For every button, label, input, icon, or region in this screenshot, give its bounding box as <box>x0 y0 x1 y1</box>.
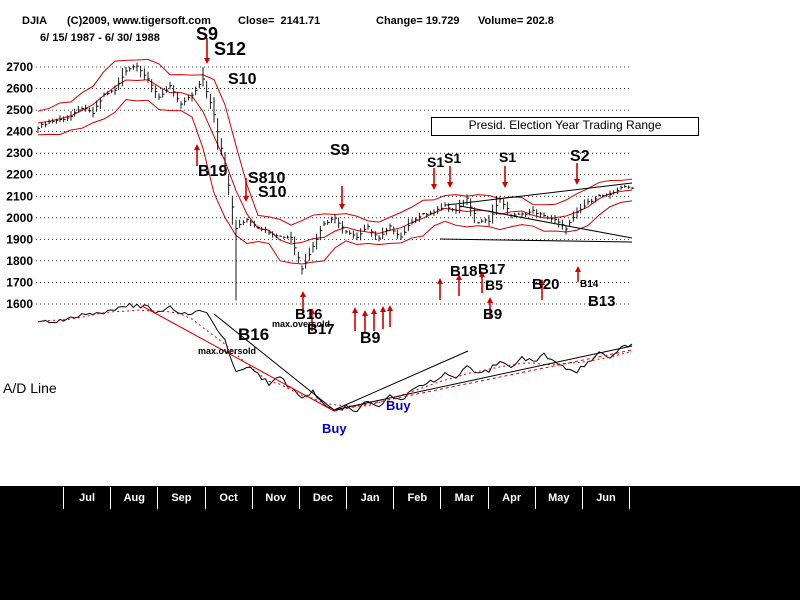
month-label-mar: Mar <box>440 487 487 509</box>
signal-label-s9: S9 <box>330 142 350 159</box>
price-and-ad-chart: 2700 2600 2500 2400 2300 2200 2100 2000 1900 1800… <box>6 24 634 413</box>
y-axis-tick-label: 1700 <box>6 275 33 289</box>
up-arrow-head-icon <box>575 266 581 272</box>
up-arrow-head-icon <box>437 278 443 284</box>
signal-label-b17: B17 <box>478 261 506 278</box>
ad-trendline <box>141 305 335 412</box>
down-arrow-head-icon <box>339 204 345 210</box>
y-axis-tick-label: 1600 <box>6 297 33 311</box>
signal-label-b18: B18 <box>450 263 478 280</box>
down-arrow-head-icon <box>243 196 249 202</box>
ad-line-label: A/D Line <box>3 380 57 396</box>
month-label-nov: Nov <box>251 487 299 509</box>
middle-band <box>37 79 633 245</box>
signal-label-s2: S2 <box>570 148 590 165</box>
signal-label-s1: S1 <box>499 149 516 165</box>
max-oversold-label: max.oversold <box>198 346 257 356</box>
price-trendline <box>459 205 633 239</box>
up-arrow-head-icon <box>487 297 493 303</box>
month-axis: Jul Aug Sep Oct Nov Dec Jan Feb Mar Apr May Jun <box>63 487 631 509</box>
ad-trendline <box>333 349 633 412</box>
up-arrow-head-icon <box>479 271 485 277</box>
max-oversold-label: max.oversold <box>272 319 331 329</box>
y-axis-tick-label: 2100 <box>6 189 33 203</box>
price-trendline <box>446 182 633 206</box>
copyright-label: (C)2009, www.tigersoft.com <box>67 15 211 27</box>
volume-value: Volume= 202.8 <box>478 15 554 27</box>
signal-label-b9: B9 <box>360 330 381 347</box>
ad-moving-average-dotted <box>37 309 633 407</box>
close-value: Close= 2141.71 <box>238 15 321 27</box>
y-axis-tick-label: 2500 <box>6 103 33 117</box>
signal-label-b17: B17 <box>307 321 335 338</box>
month-label-jul: Jul <box>63 487 110 509</box>
month-label-may: May <box>534 487 582 509</box>
down-arrow-head-icon <box>431 184 437 190</box>
signal-label-b19: B19 <box>198 163 227 180</box>
bottom-band: Jul Aug Sep Oct Nov Dec Jan Feb Mar Apr May Jun <box>0 486 800 600</box>
month-label-aug: Aug <box>110 487 157 509</box>
down-arrow-head-icon <box>574 179 580 185</box>
ad-line-plot <box>37 302 633 413</box>
up-arrow-head-icon <box>309 308 315 314</box>
month-label-apr: Apr <box>487 487 535 509</box>
up-arrow-head-icon <box>371 308 377 314</box>
month-label-feb: Feb <box>393 487 440 509</box>
ad-trendline <box>333 350 469 411</box>
y-axis-tick-label: 2400 <box>6 125 33 139</box>
date-range-label: 6/ 15/ 1987 - 6/ 30/ 1988 <box>40 32 160 44</box>
y-axis-tick-label: 2700 <box>6 60 33 74</box>
signal-label-b14: B14 <box>580 279 599 290</box>
month-label-oct: Oct <box>204 487 252 509</box>
signal-label-b20: B20 <box>532 276 560 293</box>
trading-range-box: Presid. Election Year Trading Range <box>431 117 699 136</box>
signal-label-s1: S1 <box>444 150 461 166</box>
down-arrow-head-icon <box>204 58 210 64</box>
buy-signal-text: Buy <box>386 398 411 413</box>
signal-label-s10: S10 <box>258 184 287 201</box>
y-axis-tick-label: 1800 <box>6 254 33 268</box>
y-axis-tick-label: 2000 <box>6 211 33 225</box>
up-arrow-head-icon <box>352 307 358 313</box>
lower-band <box>37 99 633 265</box>
down-arrow-head-icon <box>502 182 508 188</box>
up-arrow-head-icon <box>387 305 393 311</box>
change-value: Change= 19.729 <box>376 15 460 27</box>
signal-label-s12: S12 <box>214 39 246 59</box>
signal-label-b9: B9 <box>483 306 502 323</box>
up-arrow-head-icon <box>456 274 462 280</box>
month-label-dec: Dec <box>298 487 346 509</box>
month-label-jun: Jun <box>581 487 631 509</box>
signal-label-s810: S810 <box>248 170 285 187</box>
up-arrow-head-icon <box>362 310 368 316</box>
y-axis-tick-label: 1900 <box>6 232 33 246</box>
signal-label-s10: S10 <box>228 71 257 88</box>
symbol-label: DJIA <box>22 15 48 27</box>
price-trendline <box>439 238 633 243</box>
signal-label-b16: B16 <box>295 306 323 323</box>
month-label-jan: Jan <box>346 487 393 509</box>
ad-trendline <box>333 345 633 411</box>
y-axis-tick-label: 2200 <box>6 168 33 182</box>
signal-label-s9: S9 <box>196 24 218 44</box>
y-axis-tick-label: 2600 <box>6 82 33 96</box>
down-arrow-head-icon <box>447 182 453 188</box>
up-arrow-head-icon <box>300 291 306 297</box>
buy-signal-text: Buy <box>322 421 347 436</box>
ad-trendline <box>213 313 335 411</box>
up-arrow-head-icon <box>194 144 200 150</box>
month-label-sep: Sep <box>157 487 204 509</box>
y-axis-tick-label: 2300 <box>6 146 33 160</box>
up-arrow-head-icon <box>539 279 545 285</box>
signal-label-b16: B16 <box>238 325 269 344</box>
signal-label-b5: B5 <box>485 277 503 293</box>
signal-label-s1: S1 <box>427 154 444 170</box>
up-arrow-head-icon <box>380 306 386 312</box>
signal-label-b13: B13 <box>588 293 616 310</box>
